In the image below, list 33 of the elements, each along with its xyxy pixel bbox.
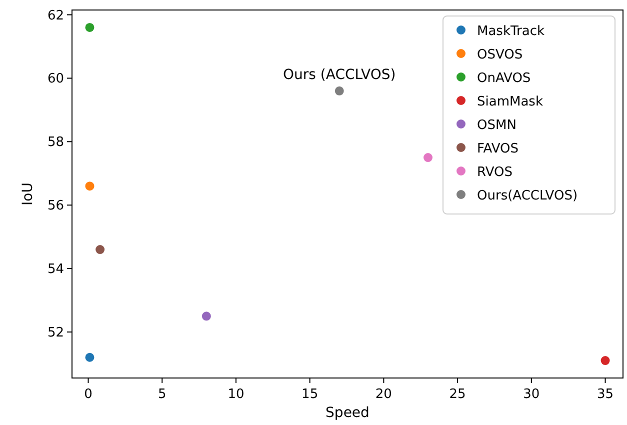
point bbox=[85, 352, 94, 362]
legend-label: OSVOS bbox=[477, 48, 523, 62]
x-tick-label: 15 bbox=[302, 387, 318, 402]
point bbox=[334, 86, 344, 96]
y-tick-label: 52 bbox=[47, 326, 64, 340]
y-tick-label: 58 bbox=[47, 135, 64, 150]
y-tick-label: 62 bbox=[47, 8, 64, 24]
annotation: Ours (ACCLVOS) bbox=[283, 66, 396, 83]
point bbox=[424, 153, 433, 162]
legend-label: OSMN bbox=[477, 118, 516, 133]
x-tick-label: 35 bbox=[597, 387, 614, 402]
y-tick-label: 56 bbox=[47, 198, 64, 214]
legend-label: OnAVOS bbox=[477, 71, 531, 86]
y-tick-label: 60 bbox=[47, 72, 64, 87]
y-tick-label: 54 bbox=[47, 262, 64, 278]
point bbox=[85, 182, 94, 191]
y-axis-title: IoU bbox=[20, 182, 36, 206]
legend-label: SiamMask bbox=[477, 94, 544, 110]
x-tick-label: 30 bbox=[523, 387, 540, 402]
x-tick-label: 20 bbox=[375, 387, 392, 402]
x-axis-title: Speed bbox=[326, 405, 370, 421]
legend-label: RVOS bbox=[477, 165, 512, 180]
x-tick-label: 5 bbox=[158, 387, 166, 402]
legend-label: FAVOS bbox=[477, 142, 518, 156]
point bbox=[85, 22, 94, 32]
point bbox=[96, 245, 105, 254]
legend-label: MaskTrack bbox=[477, 24, 545, 39]
x-tick-label: 0 bbox=[84, 387, 92, 402]
x-tick-label: 10 bbox=[228, 387, 244, 402]
x-tick-label: 25 bbox=[449, 387, 466, 402]
point bbox=[600, 356, 610, 366]
point bbox=[202, 312, 211, 321]
legend-label: Ours(ACCLVOS) bbox=[477, 188, 578, 204]
